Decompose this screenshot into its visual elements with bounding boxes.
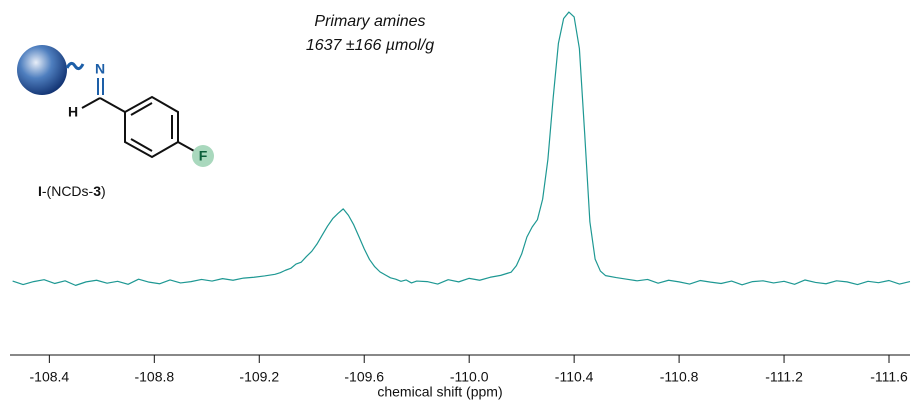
atom-label: H	[68, 104, 78, 120]
annotation: 1637 ±166 µmol/g	[306, 37, 434, 54]
x-tick-label: -109.2	[239, 369, 279, 385]
spectrum-line	[12, 11, 911, 286]
x-tick-label: -110.0	[450, 369, 489, 385]
x-tick-label: -110.8	[660, 369, 699, 385]
compound-label: I-(NCDs-3)	[38, 183, 106, 199]
label-part: -(NCDs-	[42, 183, 94, 199]
annotation: Primary amines	[314, 13, 425, 30]
label-part: I	[38, 183, 42, 199]
x-tick-label: -108.4	[30, 369, 70, 385]
x-tick-label: -109.6	[344, 369, 384, 385]
x-tick-label: -111.6	[870, 369, 908, 385]
x-tick-label: -111.2	[765, 369, 803, 385]
label-part: 3	[93, 183, 101, 199]
x-tick-label: -108.8	[134, 369, 174, 385]
label-part: )	[101, 183, 106, 199]
atom-label: F	[199, 148, 208, 164]
molecule: N H F I-(NCDs-3)	[17, 45, 214, 199]
x-axis-label: chemical shift (ppm)	[377, 384, 502, 400]
x-tick-label: -110.4	[555, 369, 594, 385]
atom-label: N	[95, 61, 105, 77]
